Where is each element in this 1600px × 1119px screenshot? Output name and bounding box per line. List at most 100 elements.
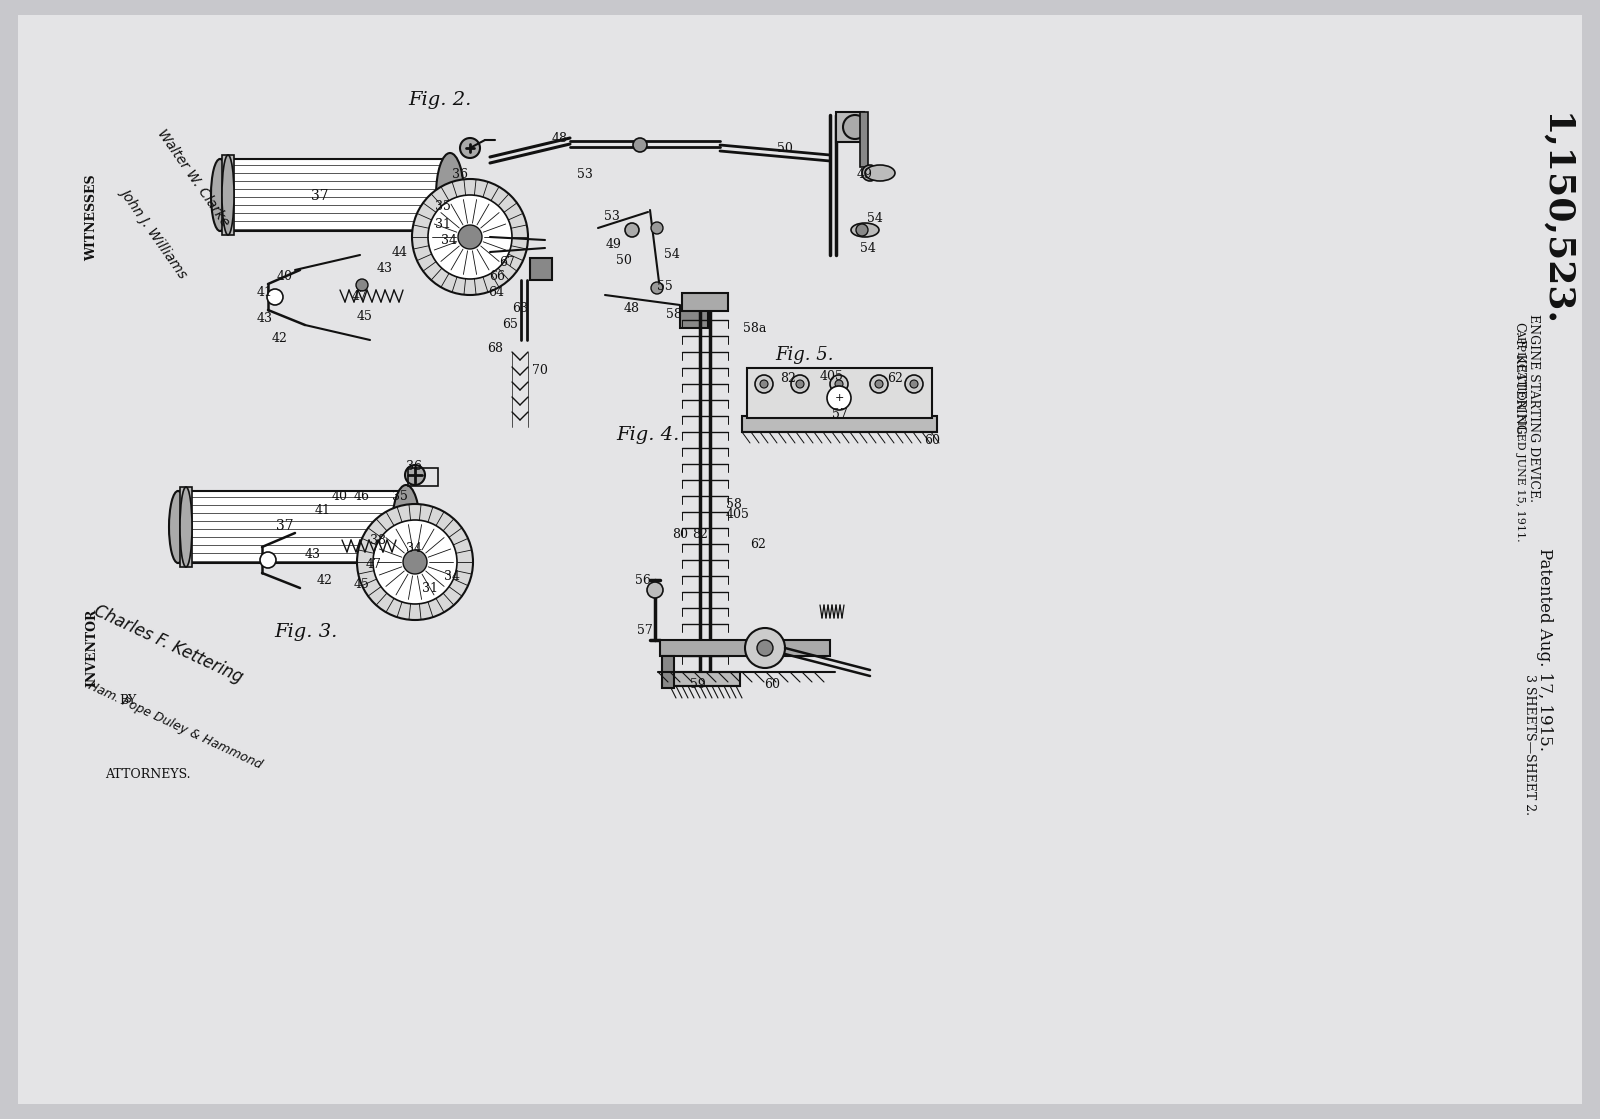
Circle shape	[875, 380, 883, 388]
Text: 57: 57	[832, 408, 848, 422]
Text: 43: 43	[306, 547, 322, 561]
Circle shape	[862, 164, 878, 181]
Text: 405: 405	[821, 369, 843, 383]
Circle shape	[906, 375, 923, 393]
Text: 45: 45	[357, 310, 373, 323]
Text: WITNESSES: WITNESSES	[85, 175, 99, 262]
Ellipse shape	[222, 156, 234, 235]
Text: 58: 58	[666, 309, 682, 321]
Circle shape	[651, 222, 662, 234]
Text: 35: 35	[435, 200, 451, 214]
Circle shape	[429, 195, 512, 279]
Text: 64: 64	[488, 285, 504, 299]
Ellipse shape	[170, 491, 187, 563]
Ellipse shape	[392, 485, 419, 568]
Text: 58: 58	[726, 498, 742, 511]
Circle shape	[830, 375, 848, 393]
Text: ENGINE STARTING DEVICE.: ENGINE STARTING DEVICE.	[1528, 314, 1541, 502]
Circle shape	[403, 551, 427, 574]
Text: 38: 38	[370, 534, 386, 546]
Bar	[835, 112, 864, 142]
Text: 65: 65	[502, 319, 518, 331]
Text: Charles F. Kettering: Charles F. Kettering	[91, 602, 245, 686]
Text: APPLICATION FILED JUNE 15, 1911.: APPLICATION FILED JUNE 15, 1911.	[1515, 328, 1525, 542]
Text: 36: 36	[453, 168, 467, 180]
Text: 1,150,523.: 1,150,523.	[1538, 113, 1571, 327]
Circle shape	[856, 224, 867, 236]
Text: 37: 37	[277, 519, 294, 533]
Text: 54: 54	[867, 211, 883, 225]
Circle shape	[827, 386, 851, 410]
Text: 42: 42	[317, 574, 333, 586]
Text: Fig. 3.: Fig. 3.	[274, 623, 338, 641]
Text: 49: 49	[858, 169, 874, 181]
Circle shape	[651, 282, 662, 294]
Ellipse shape	[435, 153, 464, 237]
Text: 70: 70	[533, 364, 547, 376]
Circle shape	[259, 552, 277, 568]
Circle shape	[843, 115, 867, 139]
Circle shape	[646, 582, 662, 598]
Text: 35: 35	[392, 490, 408, 504]
Text: 37: 37	[310, 189, 330, 203]
Text: 54: 54	[664, 248, 680, 262]
Text: 59: 59	[690, 678, 706, 692]
Text: 40: 40	[333, 489, 349, 502]
Text: 54: 54	[861, 242, 875, 254]
Text: 47: 47	[366, 557, 382, 571]
Bar	[179, 487, 192, 567]
Bar	[408, 468, 438, 486]
Text: 57: 57	[637, 623, 653, 637]
Text: 34: 34	[406, 542, 422, 555]
Text: 50: 50	[616, 254, 632, 266]
Bar	[742, 416, 938, 432]
Text: 36: 36	[406, 460, 422, 472]
Text: 48: 48	[624, 301, 640, 314]
Circle shape	[835, 380, 843, 388]
Text: Walter W. Clarke: Walter W. Clarke	[155, 126, 232, 229]
Text: 56: 56	[635, 574, 651, 586]
Text: 48: 48	[552, 132, 568, 144]
Bar	[670, 673, 739, 686]
Bar	[222, 156, 234, 235]
Circle shape	[626, 223, 638, 237]
Text: 82: 82	[781, 372, 795, 385]
Text: ATTORNEYS.: ATTORNEYS.	[106, 769, 190, 781]
Circle shape	[357, 504, 474, 620]
Bar	[682, 293, 728, 311]
Circle shape	[413, 179, 528, 295]
Text: John J. Williams: John J. Williams	[118, 185, 190, 280]
Text: +: +	[834, 393, 843, 403]
Text: 80: 80	[672, 528, 688, 542]
Text: 62: 62	[750, 538, 766, 552]
Circle shape	[760, 380, 768, 388]
Text: 50: 50	[778, 141, 794, 154]
Bar	[661, 640, 830, 656]
Text: 63: 63	[512, 301, 528, 314]
Text: 82: 82	[693, 528, 707, 542]
Text: 31: 31	[435, 218, 451, 232]
Text: BY: BY	[120, 694, 136, 706]
Bar	[680, 305, 707, 328]
Text: 31: 31	[422, 582, 438, 594]
Text: 44: 44	[392, 245, 408, 258]
Text: Ham. Pope Duley & Hammond: Ham. Pope Duley & Hammond	[86, 679, 264, 771]
Ellipse shape	[211, 159, 229, 231]
Text: 53: 53	[578, 169, 594, 181]
Circle shape	[870, 375, 888, 393]
Circle shape	[355, 279, 368, 291]
Text: 62: 62	[886, 372, 902, 385]
Bar	[747, 368, 931, 419]
Bar	[861, 112, 867, 167]
Ellipse shape	[179, 487, 192, 567]
Text: INVENTOR: INVENTOR	[85, 609, 99, 687]
Text: 68: 68	[486, 342, 502, 356]
Circle shape	[458, 225, 482, 250]
Text: 53: 53	[605, 210, 619, 224]
Bar	[221, 159, 450, 231]
Ellipse shape	[851, 223, 878, 237]
Text: 58a: 58a	[744, 321, 766, 335]
Text: 42: 42	[272, 331, 288, 345]
Circle shape	[405, 466, 426, 485]
Text: 49: 49	[606, 238, 622, 252]
